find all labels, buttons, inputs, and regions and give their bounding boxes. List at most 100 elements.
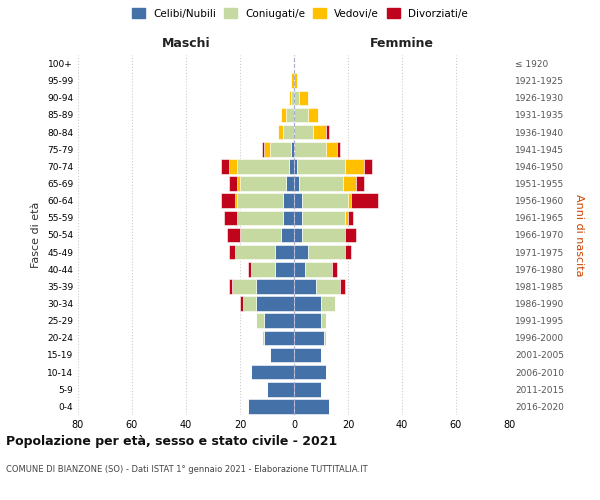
- Bar: [294, 262, 305, 276]
- Bar: [294, 108, 308, 122]
- Bar: [294, 399, 329, 413]
- Bar: [232, 279, 256, 293]
- Bar: [308, 245, 346, 260]
- Bar: [321, 296, 335, 311]
- Bar: [313, 125, 326, 140]
- Bar: [267, 382, 294, 396]
- Bar: [278, 125, 283, 140]
- Bar: [324, 330, 326, 345]
- Y-axis label: Anni di nascita: Anni di nascita: [574, 194, 584, 276]
- Bar: [235, 245, 275, 260]
- Text: COMUNE DI BIANZONE (SO) - Dati ISTAT 1° gennaio 2021 - Elaborazione TUTTITALIA.I: COMUNE DI BIANZONE (SO) - Dati ISTAT 1° …: [6, 465, 368, 474]
- Bar: [337, 142, 340, 156]
- Bar: [240, 228, 281, 242]
- Bar: [262, 142, 265, 156]
- Bar: [283, 210, 294, 225]
- Bar: [294, 348, 321, 362]
- Bar: [292, 142, 294, 156]
- Bar: [229, 279, 232, 293]
- Bar: [294, 90, 299, 105]
- Bar: [294, 159, 296, 174]
- Bar: [265, 142, 270, 156]
- Legend: Celibi/Nubili, Coniugati/e, Vedovi/e, Divorziati/e: Celibi/Nubili, Coniugati/e, Vedovi/e, Di…: [129, 5, 471, 21]
- Bar: [221, 194, 235, 208]
- Bar: [256, 279, 294, 293]
- Bar: [286, 176, 294, 191]
- Bar: [346, 228, 356, 242]
- Bar: [270, 348, 294, 362]
- Bar: [294, 279, 316, 293]
- Bar: [240, 176, 286, 191]
- Bar: [248, 399, 294, 413]
- Bar: [294, 142, 326, 156]
- Bar: [229, 159, 238, 174]
- Bar: [224, 210, 238, 225]
- Bar: [283, 194, 294, 208]
- Bar: [299, 176, 343, 191]
- Bar: [242, 296, 256, 311]
- Bar: [348, 194, 350, 208]
- Bar: [364, 159, 373, 174]
- Bar: [265, 330, 294, 345]
- Bar: [294, 330, 324, 345]
- Bar: [294, 194, 302, 208]
- Bar: [302, 228, 346, 242]
- Bar: [289, 90, 292, 105]
- Text: Popolazione per età, sesso e stato civile - 2021: Popolazione per età, sesso e stato civil…: [6, 435, 337, 448]
- Bar: [292, 90, 294, 105]
- Bar: [256, 296, 294, 311]
- Bar: [350, 194, 378, 208]
- Bar: [326, 142, 337, 156]
- Bar: [275, 262, 294, 276]
- Bar: [275, 245, 294, 260]
- Bar: [235, 194, 238, 208]
- Bar: [251, 365, 294, 380]
- Bar: [294, 176, 299, 191]
- Bar: [256, 314, 265, 328]
- Bar: [229, 245, 235, 260]
- Bar: [238, 210, 283, 225]
- Bar: [346, 159, 364, 174]
- Bar: [302, 194, 348, 208]
- Bar: [221, 159, 229, 174]
- Bar: [316, 279, 340, 293]
- Bar: [238, 176, 240, 191]
- Bar: [302, 210, 346, 225]
- Bar: [294, 245, 308, 260]
- Bar: [289, 159, 294, 174]
- Bar: [356, 176, 364, 191]
- Bar: [294, 74, 296, 88]
- Bar: [332, 262, 337, 276]
- Bar: [340, 279, 346, 293]
- Bar: [229, 176, 238, 191]
- Bar: [281, 108, 286, 122]
- Bar: [348, 210, 353, 225]
- Bar: [283, 125, 294, 140]
- Bar: [281, 228, 294, 242]
- Bar: [294, 296, 321, 311]
- Bar: [294, 314, 321, 328]
- Bar: [321, 314, 326, 328]
- Bar: [305, 262, 332, 276]
- Bar: [265, 314, 294, 328]
- Text: Maschi: Maschi: [161, 37, 211, 50]
- Bar: [270, 142, 292, 156]
- Bar: [292, 74, 294, 88]
- Bar: [346, 245, 350, 260]
- Bar: [238, 159, 289, 174]
- Bar: [294, 382, 321, 396]
- Bar: [346, 210, 348, 225]
- Y-axis label: Fasce di età: Fasce di età: [31, 202, 41, 268]
- Bar: [296, 159, 346, 174]
- Bar: [240, 296, 242, 311]
- Bar: [262, 330, 265, 345]
- Bar: [294, 228, 302, 242]
- Bar: [294, 210, 302, 225]
- Bar: [286, 108, 294, 122]
- Bar: [294, 125, 313, 140]
- Bar: [299, 90, 308, 105]
- Bar: [251, 262, 275, 276]
- Bar: [227, 228, 240, 242]
- Bar: [308, 108, 319, 122]
- Bar: [238, 194, 283, 208]
